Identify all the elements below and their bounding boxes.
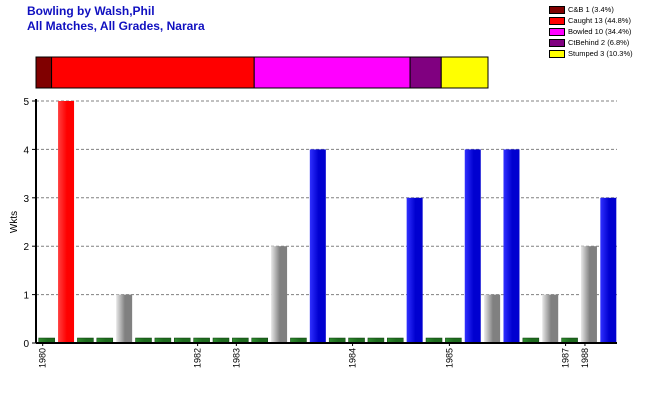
wicket-bar [600,197,617,343]
legend-label: Caught 13 (44.8%) [568,16,631,25]
y-tick-label: 1 [23,291,29,302]
year-label: 1983 [231,348,241,368]
legend-item: Stumped 3 (10.3%) [549,48,633,59]
legend-swatch [549,50,565,59]
legend-swatch [549,28,565,37]
y-tick-label: 5 [23,97,29,108]
legend-label: CtBehind 2 (6.8%) [568,38,630,47]
summary-segment [51,56,255,89]
y-axis-label: Wkts [9,211,20,233]
wicket-bar [464,149,481,343]
wicket-bar [406,197,423,343]
y-tick-label: 0 [23,339,29,350]
year-label: 1987 [561,348,571,368]
y-tick-label: 3 [23,194,29,205]
y-tick-label: 4 [23,145,29,156]
wicket-bar [271,246,288,343]
wicket-bar [484,294,501,343]
legend-swatch [549,17,565,26]
year-label: 1980 [38,348,48,368]
wicket-bar [503,149,520,343]
summary-segment [253,56,411,89]
legend-swatch [549,6,565,15]
legend-label: Bowled 10 (34.4%) [568,27,632,36]
summary-segment [35,56,53,89]
legend-label: Stumped 3 (10.3%) [568,49,633,58]
chart-title: Bowling by Walsh,Phil [27,4,155,18]
legend-item: Caught 13 (44.8%) [549,15,633,26]
year-label: 1982 [193,348,203,368]
year-label: 1984 [348,348,358,368]
year-label: 1985 [444,348,454,368]
chart-subtitle: All Matches, All Grades, Narara [27,19,205,33]
year-label: 1988 [580,348,590,368]
summary-segment [440,56,489,89]
wicket-bar [580,246,597,343]
summary-segment [409,56,442,89]
legend-label: C&B 1 (3.4%) [568,5,614,14]
legend-item: C&B 1 (3.4%) [549,4,633,15]
y-tick-label: 2 [23,242,29,253]
wicket-bar [309,149,326,343]
wicket-bar [542,294,559,343]
legend-item: CtBehind 2 (6.8%) [549,37,633,48]
wicket-bar [116,294,133,343]
legend-item: Bowled 10 (34.4%) [549,26,633,37]
wicket-bar [58,101,75,343]
legend: C&B 1 (3.4%) Caught 13 (44.8%) Bowled 10 (… [549,4,633,59]
legend-swatch [549,39,565,48]
